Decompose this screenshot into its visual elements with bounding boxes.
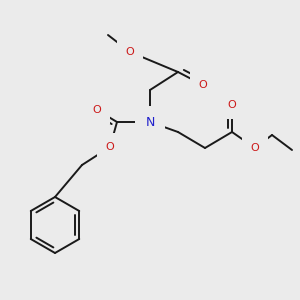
Text: O: O [250,143,260,153]
Text: O: O [126,47,134,57]
Text: N: N [145,116,155,128]
Text: O: O [199,80,207,90]
Text: O: O [106,142,114,152]
Text: O: O [228,100,236,110]
Text: O: O [93,105,101,115]
